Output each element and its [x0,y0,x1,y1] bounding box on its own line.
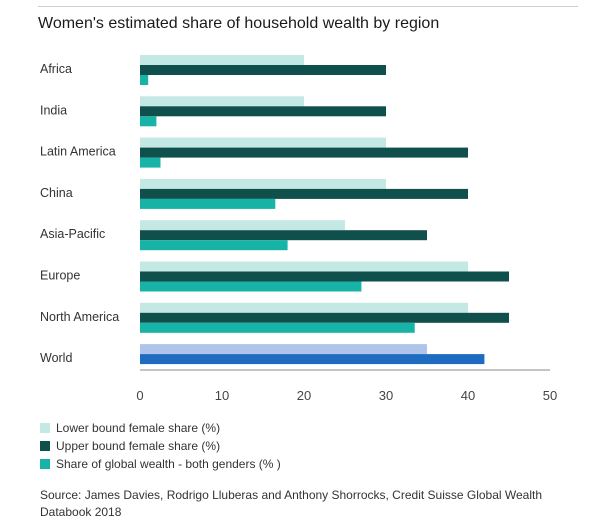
bar-china-upper [140,188,468,199]
category-label-asia-pacific: Asia-Pacific [40,227,105,241]
x-tick-label-20: 20 [297,388,311,403]
legend-label-global: Share of global wealth - both genders (%… [56,457,281,471]
legend-item-lower: Lower bound female share (%) [40,419,281,437]
legend-swatch-lower [40,423,50,433]
legend-item-global: Share of global wealth - both genders (%… [40,455,281,473]
bar-world-lower [140,344,427,355]
legend: Lower bound female share (%) Upper bound… [40,419,281,473]
bar-north-america-upper [140,312,509,323]
bar-china-global [140,198,276,209]
legend-label-upper: Upper bound female share (%) [56,439,221,453]
bar-africa-lower [140,55,304,65]
category-label-africa: Africa [40,62,72,76]
legend-item-upper: Upper bound female share (%) [40,437,281,455]
category-label-north-america: North America [40,310,119,324]
x-tick-label-40: 40 [461,388,475,403]
bar-africa-upper [140,65,386,75]
bar-north-america-lower [140,302,468,313]
chart-title: Women's estimated share of household wea… [38,15,440,32]
category-label-latin-america: Latin America [40,145,116,159]
bar-india-lower [140,96,304,107]
bar-europe-upper [140,271,509,282]
category-label-india: India [40,103,67,117]
source-note: Source: James Davies, Rodrigo Lluberas a… [40,488,543,519]
bar-india-global [140,116,157,127]
bar-asia-pacific-upper [140,230,427,241]
bar-europe-lower [140,261,468,272]
bar-world-upper [140,354,485,365]
x-tick-label-0: 0 [136,388,143,403]
bar-latin-america-lower [140,137,386,148]
category-label-china: China [40,186,73,200]
bar-north-america-global [140,322,415,333]
bar-latin-america-global [140,157,161,168]
x-tick-label-50: 50 [543,388,557,403]
bar-latin-america-upper [140,147,468,158]
legend-swatch-upper [40,441,50,451]
bar-china-lower [140,178,386,189]
bar-asia-pacific-global [140,240,288,251]
top-rule [38,6,578,7]
bar-africa-global [140,75,149,85]
category-label-world: World [40,351,72,365]
legend-swatch-global [40,459,50,469]
x-tick-label-30: 30 [379,388,393,403]
bar-asia-pacific-lower [140,220,345,231]
legend-label-lower: Lower bound female share (%) [56,421,221,435]
category-label-europe: Europe [40,269,80,283]
bar-india-upper [140,106,386,117]
bar-europe-global [140,281,362,292]
x-tick-label-10: 10 [215,388,229,403]
